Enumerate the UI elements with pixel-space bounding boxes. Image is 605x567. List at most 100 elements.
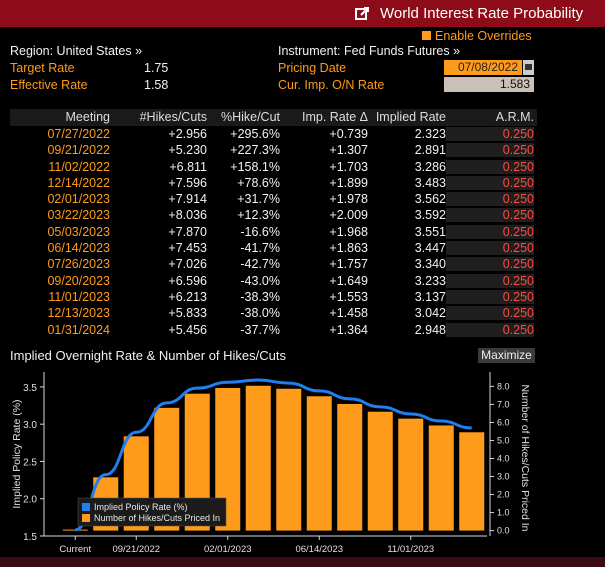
- table-row[interactable]: 09/21/2022 +5.230 +227.3% +1.307 2.891 0.250: [10, 142, 537, 158]
- y2-tick-label: 6.0: [497, 417, 510, 427]
- chart-bar: [398, 418, 424, 531]
- col-header-implied[interactable]: Implied Rate: [375, 110, 446, 124]
- cell-imp-delta: +1.553: [329, 289, 368, 304]
- col-header-hikes[interactable]: #Hikes/Cuts: [139, 110, 207, 124]
- table-row[interactable]: 11/02/2022 +6.811 +158.1% +1.703 3.286 0.250: [10, 159, 537, 175]
- cell-imp-delta: +1.757: [329, 257, 368, 272]
- y2-tick-label: 7.0: [497, 399, 510, 409]
- table-header: Meeting #Hikes/Cuts %Hike/Cut Imp. Rate …: [10, 109, 537, 126]
- line-group: [74, 378, 472, 532]
- legend-label-line: Implied Policy Rate (%): [94, 502, 188, 512]
- cell-hikes: +2.956: [168, 127, 207, 141]
- cell-pct: -42.7%: [240, 257, 280, 272]
- y2-tick-label: 0.0: [497, 526, 510, 536]
- cell-hikes: +5.833: [168, 306, 207, 321]
- cell-implied: 3.592: [414, 208, 446, 223]
- checkbox-icon: [422, 31, 431, 40]
- cell-imp-delta: +1.458: [329, 306, 368, 321]
- x-tick-label: 09/21/2022: [112, 544, 160, 555]
- legend-swatch-line: [82, 503, 90, 511]
- cell-arm: 0.250: [446, 192, 534, 207]
- chart-bar: [337, 403, 363, 531]
- cell-hikes: +8.036: [168, 208, 207, 223]
- col-header-pct[interactable]: %Hike/Cut: [220, 110, 280, 124]
- cell-imp-delta: +2.009: [329, 208, 368, 223]
- series-line: [74, 378, 472, 532]
- cell-implied: 3.483: [414, 175, 446, 190]
- cell-pct: +78.6%: [237, 175, 280, 190]
- cell-arm: 0.250: [446, 241, 534, 256]
- col-header-meeting[interactable]: Meeting: [65, 110, 110, 124]
- region-selector[interactable]: Region: United States »: [10, 44, 143, 58]
- x-tick-label: Current: [59, 544, 91, 555]
- cell-pct: +158.1%: [230, 159, 280, 174]
- table-row[interactable]: 11/01/2023 +6.213 -38.3% +1.553 3.137 0.250: [10, 289, 537, 305]
- table-row[interactable]: 07/27/2022 +2.956 +295.6% +0.739 2.323 0.250: [10, 126, 537, 142]
- cur-imp-label: Cur. Imp. O/N Rate: [278, 78, 385, 92]
- cell-imp-delta: +1.899: [329, 175, 368, 190]
- chart-bar: [367, 411, 393, 531]
- cell-imp-delta: +1.364: [329, 322, 368, 337]
- target-rate-label: Target Rate: [10, 61, 75, 75]
- pricing-date-input[interactable]: 07/08/2022: [444, 60, 522, 75]
- y-tick-label: 3.0: [23, 420, 37, 431]
- maximize-button[interactable]: Maximize: [478, 348, 535, 363]
- table-row[interactable]: 07/26/2023 +7.026 -42.7% +1.757 3.340 0.250: [10, 256, 537, 272]
- table-row[interactable]: 02/01/2023 +7.914 +31.7% +1.978 3.562 0.250: [10, 191, 537, 207]
- export-icon[interactable]: [355, 6, 370, 21]
- x-tick-label: 02/01/2023: [204, 544, 252, 555]
- cell-pct: -43.0%: [240, 273, 280, 288]
- y2-tick-label: 8.0: [497, 381, 510, 391]
- chart-bar: [306, 396, 332, 531]
- table-row[interactable]: 12/13/2023 +5.833 -38.0% +1.458 3.042 0.250: [10, 305, 537, 321]
- y-tick-label: 2.0: [23, 495, 37, 506]
- calendar-icon[interactable]: [523, 60, 534, 75]
- cell-pct: -41.7%: [240, 241, 280, 256]
- cell-arm: 0.250: [446, 306, 534, 321]
- cell-meeting: 09/21/2022: [47, 143, 110, 158]
- y2-tick-label: 2.0: [497, 490, 510, 500]
- cell-pct: -37.7%: [240, 322, 280, 337]
- cell-arm: 0.250: [446, 208, 534, 223]
- cell-implied: 3.137: [414, 289, 446, 304]
- enable-overrides-checkbox[interactable]: Enable Overrides: [422, 29, 532, 43]
- axes-group: 1.5 2.0 2.5 3.0 3.5 0.0 1.0 2.0 3.0 4.0 5.0 6.0 7.0 8…: [11, 372, 531, 555]
- instrument-selector[interactable]: Instrument: Fed Funds Futures »: [278, 44, 461, 58]
- title-bar: World Interest Rate Probability: [0, 0, 605, 27]
- table-row[interactable]: 01/31/2024 +5.456 -37.7% +1.364 2.948 0.250: [10, 322, 537, 338]
- table-row[interactable]: 03/22/2023 +8.036 +12.3% +2.009 3.592 0.250: [10, 207, 537, 223]
- col-header-arm[interactable]: A.R.M.: [495, 110, 534, 124]
- cell-meeting: 09/20/2023: [47, 273, 110, 288]
- cell-arm: 0.250: [446, 159, 534, 174]
- cell-arm: 0.250: [446, 127, 534, 141]
- y2-axis-label: Number of Hikes/Cuts Priced In: [519, 384, 531, 531]
- table-row[interactable]: 12/14/2022 +7.596 +78.6% +1.899 3.483 0.250: [10, 175, 537, 191]
- cell-meeting: 07/27/2022: [47, 127, 110, 141]
- table-row[interactable]: 05/03/2023 +7.870 -16.6% +1.968 3.551 0.250: [10, 224, 537, 240]
- cell-arm: 0.250: [446, 289, 534, 304]
- cell-implied: 3.551: [414, 224, 446, 239]
- cell-pct: -38.3%: [240, 289, 280, 304]
- cell-meeting: 12/13/2023: [47, 306, 110, 321]
- cell-meeting: 02/01/2023: [47, 192, 110, 207]
- col-header-imp-delta[interactable]: Imp. Rate Δ: [301, 110, 368, 124]
- cell-imp-delta: +0.739: [329, 127, 368, 141]
- cell-hikes: +7.870: [168, 224, 207, 239]
- cell-meeting: 01/31/2024: [47, 322, 110, 337]
- cell-implied: 2.323: [414, 127, 446, 141]
- cur-imp-input[interactable]: 1.583: [444, 77, 534, 92]
- table-body: 07/27/2022 +2.956 +295.6% +0.739 2.323 0.250 0…: [10, 126, 537, 338]
- cell-implied: 2.948: [414, 322, 446, 337]
- cell-meeting: 11/02/2022: [48, 159, 110, 174]
- table-row[interactable]: 09/20/2023 +6.596 -43.0% +1.649 3.233 0.250: [10, 273, 537, 289]
- cell-hikes: +6.213: [168, 289, 207, 304]
- cell-imp-delta: +1.978: [329, 192, 368, 207]
- table-row[interactable]: 06/14/2023 +7.453 -41.7% +1.863 3.447 0.250: [10, 240, 537, 256]
- cell-hikes: +7.453: [168, 241, 207, 256]
- cell-hikes: +5.230: [168, 143, 207, 158]
- y2-tick-label: 4.0: [497, 454, 510, 464]
- bottom-strip: [0, 557, 605, 567]
- cell-implied: 3.042: [414, 306, 446, 321]
- effective-rate-label: Effective Rate: [10, 78, 88, 92]
- cell-pct: -38.0%: [240, 306, 280, 321]
